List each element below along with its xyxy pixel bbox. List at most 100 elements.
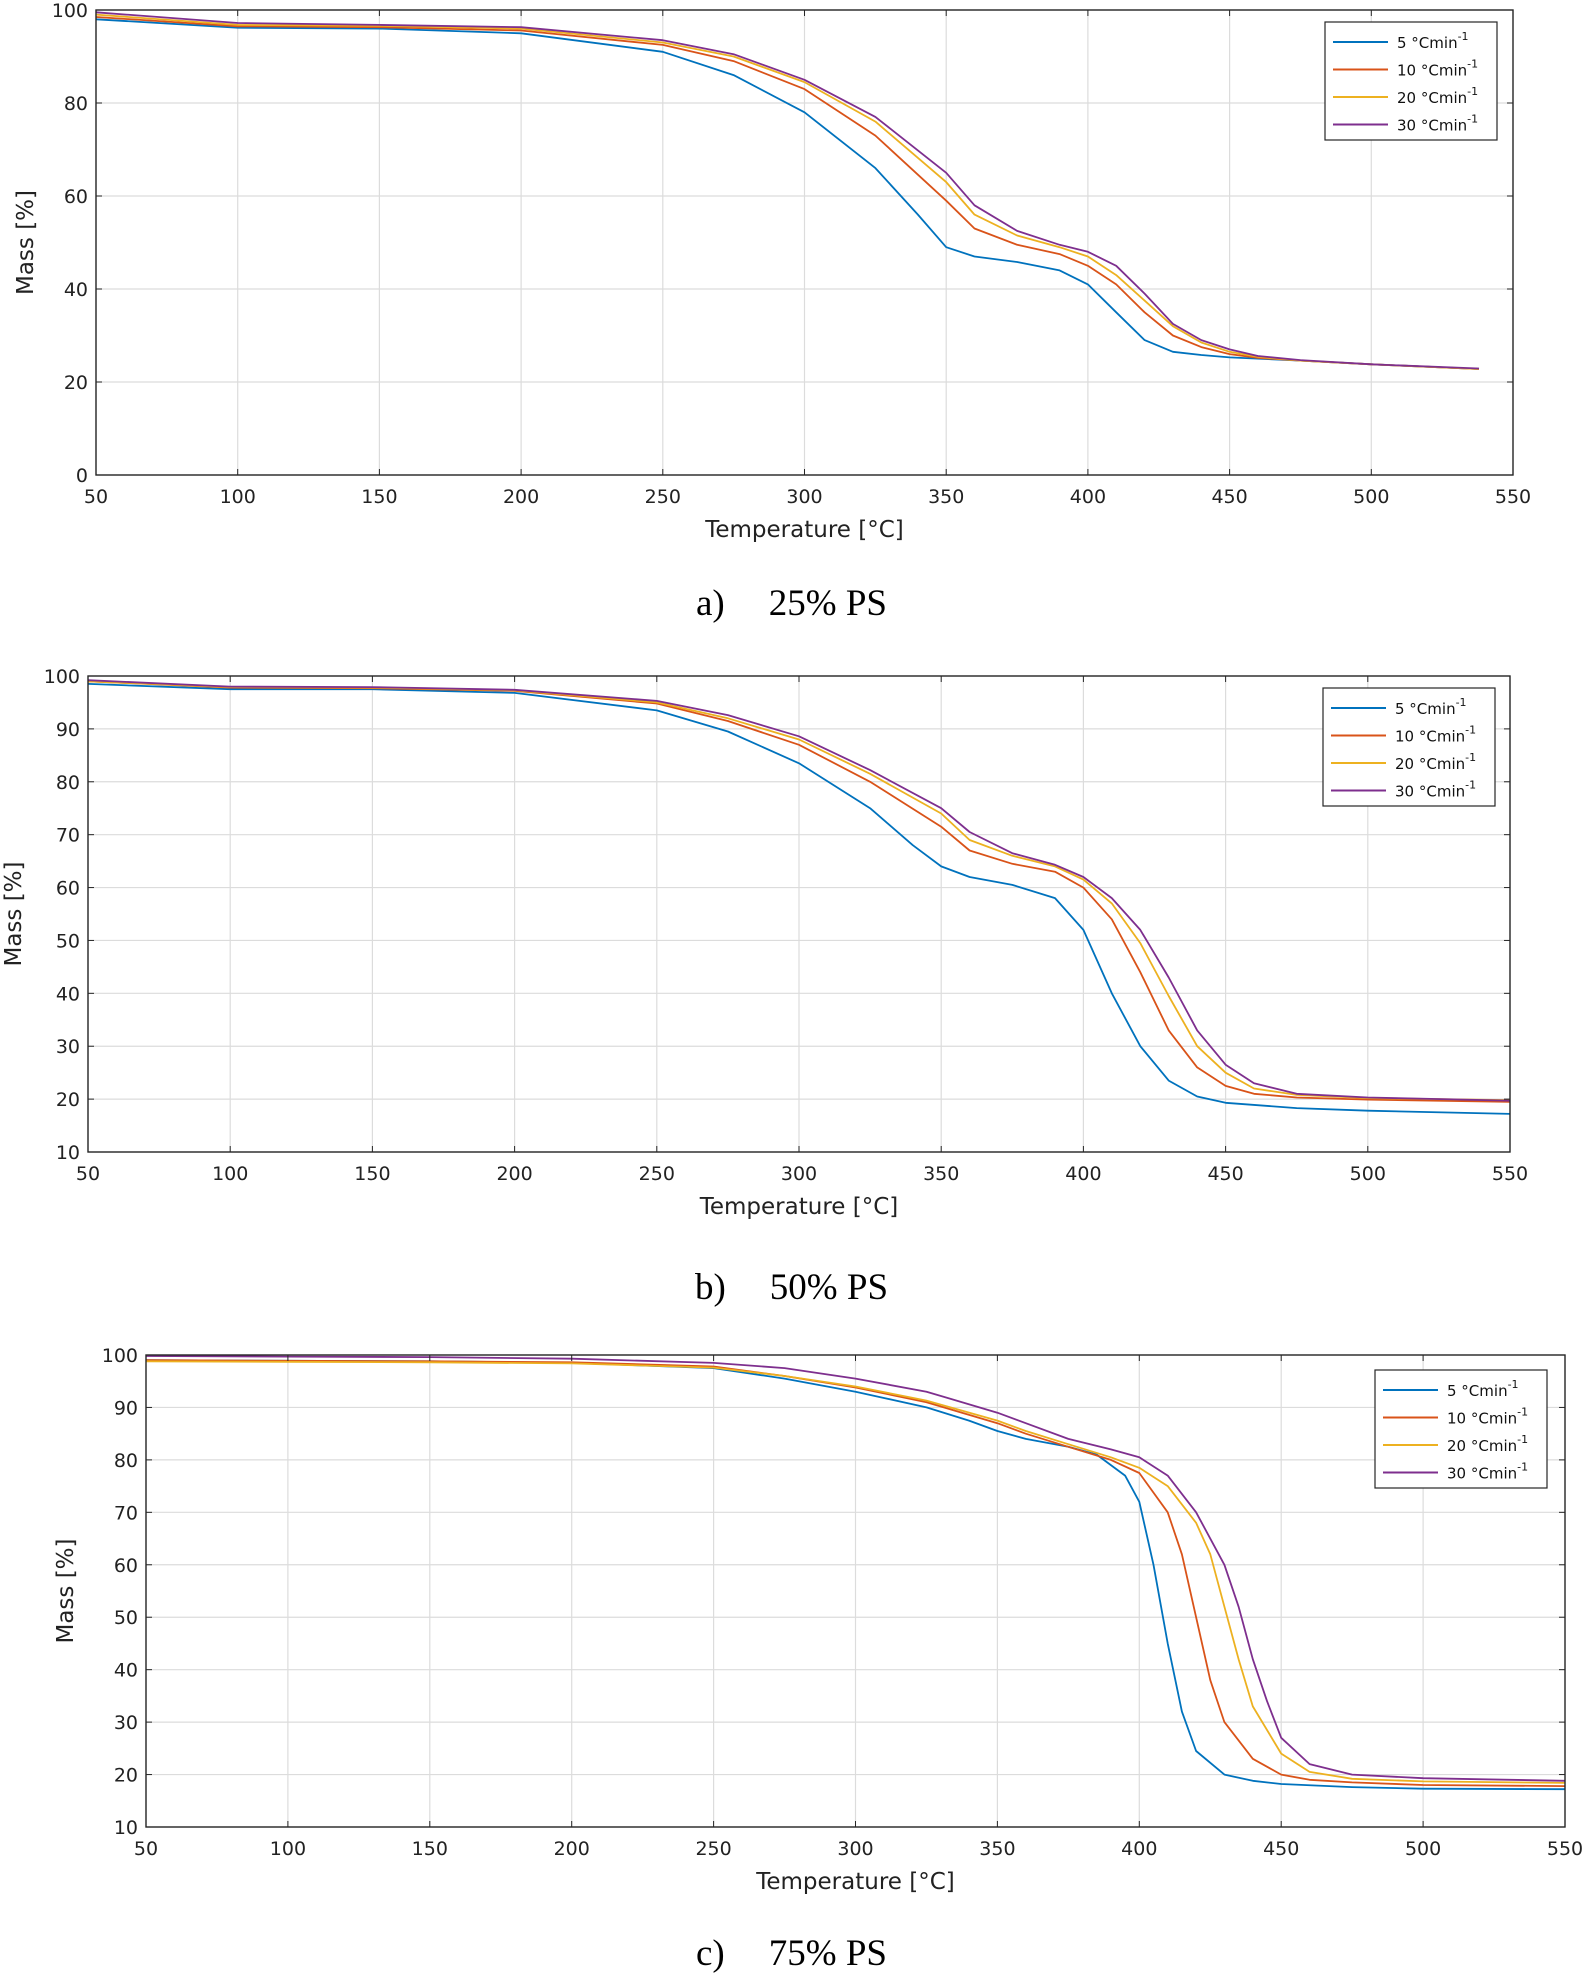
legend-label: 10 °Cmin-1 — [1397, 58, 1478, 80]
y-tick-label: 80 — [56, 772, 80, 794]
y-tick-label: 20 — [56, 1089, 80, 1111]
x-tick-label: 150 — [412, 1838, 448, 1860]
y-tick-label: 60 — [64, 186, 88, 208]
legend-label-superscript: -1 — [1465, 724, 1476, 737]
x-tick-label: 450 — [1211, 486, 1247, 508]
y-tick-label: 50 — [56, 930, 80, 952]
legend-label-superscript: -1 — [1517, 1433, 1528, 1446]
x-tick-label: 200 — [554, 1838, 590, 1860]
x-axis-label: Temperature [°C] — [699, 1194, 899, 1220]
x-tick-label: 200 — [503, 486, 539, 508]
x-tick-label: 200 — [496, 1163, 532, 1185]
x-tick-label: 50 — [76, 1163, 100, 1185]
x-tick-label: 350 — [979, 1838, 1015, 1860]
y-tick-label: 100 — [102, 1345, 138, 1367]
y-tick-label: 40 — [56, 983, 80, 1005]
series-line-3 — [87, 680, 1511, 1102]
series-line-1 — [87, 683, 1511, 1115]
x-tick-label: 350 — [923, 1163, 959, 1185]
chart-panel-b: 50 100 150 200 250 300 350 400 450 500 550 10 20 30 40… — [0, 660, 1583, 1308]
x-tick-label: 150 — [354, 1163, 390, 1185]
x-tick-label: 450 — [1263, 1838, 1299, 1860]
x-tick-label: 400 — [1065, 1163, 1101, 1185]
legend-label-superscript: -1 — [1517, 1406, 1528, 1419]
caption-text: 75% PS — [768, 1933, 887, 1974]
legend: 5 °Cmin-1 10 °Cmin-1 20 °Cmin-1 30 °Cmin-1 — [1322, 687, 1496, 807]
legend-label: 30 °Cmin-1 — [1395, 779, 1476, 801]
chart-b: 50 100 150 200 250 300 350 400 450 500 550 10 20 30 40… — [1, 666, 1528, 1220]
y-axis-label: Mass [%] — [53, 1538, 79, 1643]
y-tick-label: 10 — [56, 1142, 80, 1164]
x-tick-label: 350 — [928, 486, 964, 508]
y-tick-label: 0 — [76, 465, 88, 487]
x-axis-label: Temperature [°C] — [755, 1869, 955, 1895]
y-tick-label: 60 — [56, 878, 80, 900]
y-tick-label: 70 — [114, 1502, 138, 1524]
caption-b: b) 50% PS — [0, 1266, 1583, 1309]
y-tick-label: 30 — [114, 1712, 138, 1734]
caption-letter: c) — [696, 1933, 725, 1974]
x-tick-label: 100 — [220, 486, 256, 508]
legend-label-superscript: -1 — [1467, 85, 1478, 98]
legend-label: 5 °Cmin-1 — [1395, 696, 1467, 718]
series-line-1 — [95, 18, 1480, 370]
caption-a: a) 25% PS — [0, 582, 1583, 625]
x-axis-label: Temperature [°C] — [704, 517, 904, 543]
x-tick-label: 50 — [134, 1838, 158, 1860]
y-axis-label: Mass [%] — [1, 861, 27, 966]
legend-label-superscript: -1 — [1465, 779, 1476, 792]
legend-label-superscript: -1 — [1517, 1461, 1528, 1474]
y-axis-label: Mass [%] — [13, 190, 39, 295]
legend-label: 10 °Cmin-1 — [1447, 1406, 1528, 1428]
legend-label-superscript: -1 — [1456, 696, 1467, 709]
legend: 5 °Cmin-1 10 °Cmin-1 20 °Cmin-1 30 °Cmin-1 — [1324, 21, 1498, 141]
legend-label: 10 °Cmin-1 — [1395, 724, 1476, 746]
legend: 5 °Cmin-1 10 °Cmin-1 20 °Cmin-1 30 °Cmin-1 — [1374, 1369, 1548, 1489]
legend-label: 20 °Cmin-1 — [1395, 751, 1476, 773]
caption-text: 50% PS — [769, 1267, 889, 1308]
x-tick-label: 500 — [1353, 486, 1389, 508]
y-tick-label: 40 — [114, 1660, 138, 1682]
y-tick-label: 70 — [56, 825, 80, 847]
x-tick-label: 550 — [1495, 486, 1531, 508]
legend-label: 5 °Cmin-1 — [1397, 30, 1469, 52]
x-tick-label: 250 — [639, 1163, 675, 1185]
series-line-2 — [145, 1359, 1566, 1787]
caption-text: 25% PS — [768, 583, 887, 624]
x-tick-label: 100 — [270, 1838, 306, 1860]
legend-label: 20 °Cmin-1 — [1397, 85, 1478, 107]
series-line-3 — [95, 13, 1480, 370]
y-tick-label: 80 — [64, 93, 88, 115]
chart-panel-c: 50 100 150 200 250 300 350 400 450 500 550 10 20 30 40… — [0, 1330, 1583, 1988]
series-line-4 — [145, 1355, 1566, 1782]
y-tick-label: 60 — [114, 1555, 138, 1577]
legend-label-superscript: -1 — [1508, 1378, 1519, 1391]
y-tick-label: 90 — [56, 719, 80, 741]
legend-box — [1374, 1369, 1548, 1489]
x-tick-label: 550 — [1547, 1838, 1583, 1860]
caption-letter: a) — [696, 583, 725, 624]
x-tick-label: 150 — [361, 486, 397, 508]
chart-a: 50 100 150 200 250 300 350 400 450 500 550 0 20 40 60 8… — [13, 0, 1531, 543]
x-tick-label: 400 — [1121, 1838, 1157, 1860]
y-tick-label: 20 — [114, 1765, 138, 1787]
series-line-4 — [87, 679, 1511, 1102]
legend-label-superscript: -1 — [1467, 58, 1478, 71]
legend-label: 5 °Cmin-1 — [1447, 1378, 1519, 1400]
y-tick-label: 10 — [114, 1817, 138, 1839]
y-tick-label: 100 — [44, 666, 80, 688]
legend-label-superscript: -1 — [1458, 30, 1469, 43]
y-tick-label: 30 — [56, 1036, 80, 1058]
caption-letter: b) — [694, 1267, 726, 1308]
chart-panel-a: 50 100 150 200 250 300 350 400 450 500 550 0 20 40 60 8… — [0, 0, 1583, 624]
y-tick-label: 90 — [114, 1397, 138, 1419]
caption-c: c) 75% PS — [0, 1932, 1583, 1975]
y-tick-label: 20 — [64, 372, 88, 394]
chart-c: 50 100 150 200 250 300 350 400 450 500 550 10 20 30 40… — [53, 1345, 1583, 1895]
y-tick-label: 100 — [52, 0, 88, 22]
legend-label: 30 °Cmin-1 — [1397, 113, 1478, 135]
y-tick-label: 80 — [114, 1450, 138, 1472]
series-line-3 — [145, 1360, 1566, 1784]
x-tick-label: 300 — [786, 486, 822, 508]
x-tick-label: 400 — [1070, 486, 1106, 508]
